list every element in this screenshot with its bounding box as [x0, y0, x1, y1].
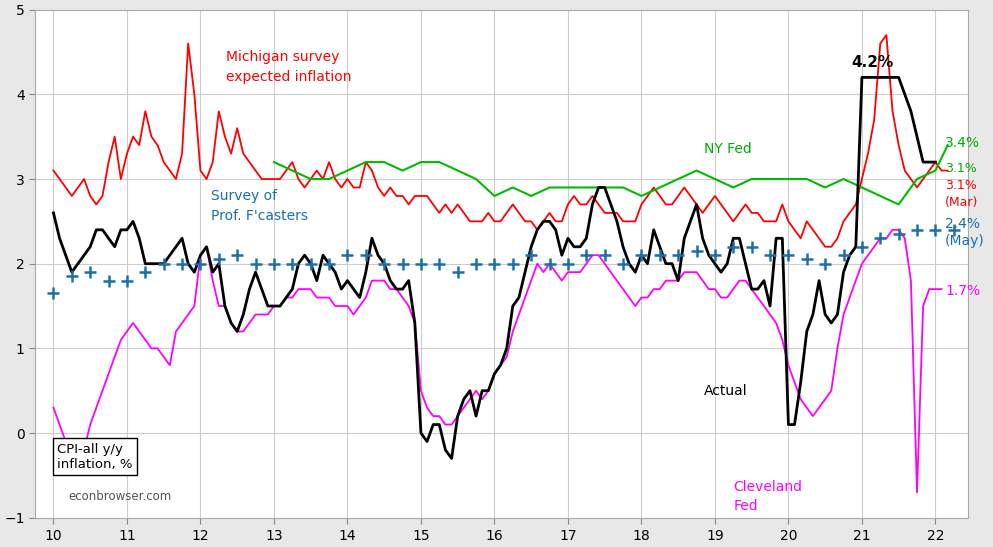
- Text: 4.2%: 4.2%: [851, 55, 893, 70]
- Text: Cleveland
Fed: Cleveland Fed: [733, 480, 802, 513]
- Text: Michigan survey
expected inflation: Michigan survey expected inflation: [226, 50, 352, 84]
- Text: (Mar): (Mar): [945, 196, 978, 210]
- Text: CPI-all y/y
inflation, %: CPI-all y/y inflation, %: [58, 443, 133, 471]
- Text: Survey of
Prof. F'casters: Survey of Prof. F'casters: [212, 189, 309, 223]
- Text: 3.1%: 3.1%: [945, 179, 977, 193]
- Text: 3.4%: 3.4%: [945, 136, 980, 150]
- Text: 2.4%: 2.4%: [945, 217, 980, 231]
- Text: 1.7%: 1.7%: [945, 284, 980, 298]
- Text: (May): (May): [945, 234, 985, 248]
- Text: 3.1%: 3.1%: [945, 161, 977, 174]
- Text: econbrowser.com: econbrowser.com: [69, 490, 172, 503]
- Text: NY Fed: NY Fed: [704, 142, 752, 156]
- Text: Actual: Actual: [704, 383, 748, 398]
